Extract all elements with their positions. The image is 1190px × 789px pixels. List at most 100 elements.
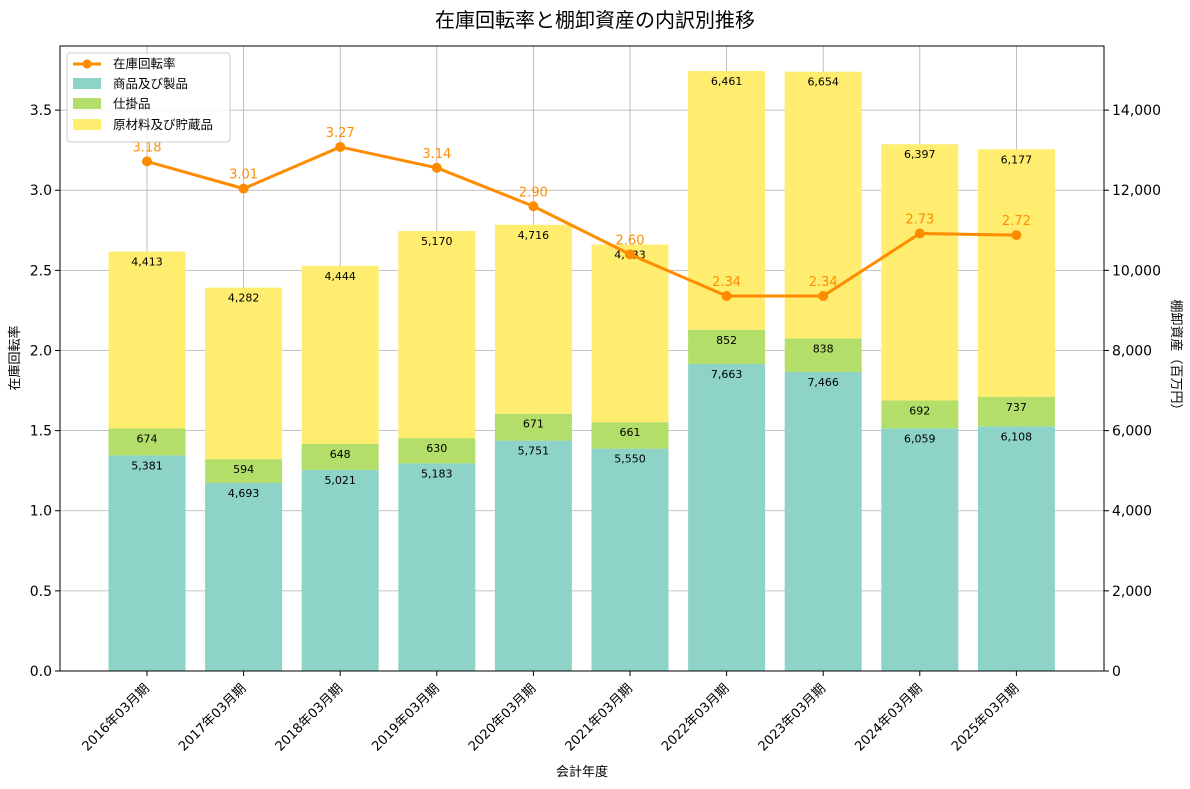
x-tick-label: 2016年03月期 bbox=[80, 681, 153, 754]
bar-value-label: 6,397 bbox=[904, 148, 936, 161]
bar-value-label: 674 bbox=[137, 432, 158, 445]
bar-segment bbox=[784, 371, 862, 671]
bar-value-label: 4,282 bbox=[228, 292, 260, 305]
bar-value-label: 4,716 bbox=[518, 229, 550, 242]
rate-point bbox=[1011, 230, 1022, 241]
legend-line-marker bbox=[82, 59, 92, 69]
rate-value-label: 2.34 bbox=[712, 275, 741, 290]
bar-value-label: 7,466 bbox=[807, 376, 839, 389]
rate-point bbox=[335, 141, 346, 152]
bar-value-label: 6,059 bbox=[904, 432, 936, 445]
bar-segment bbox=[494, 224, 572, 414]
bar-segment bbox=[108, 455, 186, 671]
right-tick-label: 6,000 bbox=[1112, 424, 1152, 440]
bar-value-label: 6,177 bbox=[1001, 153, 1033, 166]
bar-segment bbox=[398, 463, 476, 671]
plot-frame bbox=[59, 45, 1105, 672]
bar-segment bbox=[591, 448, 669, 671]
right-tick-label: 0 bbox=[1112, 664, 1121, 680]
rate-value-label: 3.18 bbox=[133, 140, 162, 155]
bar-segment bbox=[494, 440, 572, 671]
bar-value-label: 5,021 bbox=[324, 474, 356, 487]
bar-value-label: 838 bbox=[813, 342, 834, 355]
bar-segment bbox=[301, 265, 379, 444]
bar-value-label: 594 bbox=[233, 463, 254, 476]
bar-value-label: 630 bbox=[426, 442, 447, 455]
bar-segment bbox=[591, 244, 669, 423]
chart-title: 在庫回転率と棚卸資産の内訳別推移 bbox=[435, 8, 755, 32]
x-axis-label: 会計年度 bbox=[556, 764, 608, 780]
bar-value-label: 7,663 bbox=[711, 368, 743, 381]
bar-value-label: 671 bbox=[523, 418, 544, 431]
bar-segment bbox=[881, 428, 959, 671]
bar-segment bbox=[494, 413, 572, 441]
bar-labels: 5,381 674 4,413 4,693 594 4,282 5,021 648 4,444 5… bbox=[131, 75, 1032, 500]
rate-line-layer: 3.18 3.01 3.27 3.14 2.90 2.60 2.34 2.34 2.73 2.72 bbox=[133, 126, 1031, 301]
bar-segment bbox=[977, 396, 1055, 427]
bar-segment bbox=[301, 469, 379, 671]
x-tick-label: 2021年03月期 bbox=[563, 681, 636, 754]
bar-segment bbox=[784, 338, 862, 372]
x-tick-label: 2022年03月期 bbox=[659, 681, 732, 754]
rate-value-label: 2.72 bbox=[1002, 214, 1031, 229]
bar-segment bbox=[398, 438, 476, 464]
legend-frame bbox=[66, 52, 231, 143]
bar-segment bbox=[108, 428, 186, 456]
bar-value-label: 6,108 bbox=[1001, 430, 1033, 443]
x-tick-label: 2019年03月期 bbox=[369, 681, 442, 754]
bar-value-label: 661 bbox=[620, 426, 641, 439]
bar-segment bbox=[398, 230, 476, 439]
bar-value-label: 5,183 bbox=[421, 467, 453, 480]
bar-segment bbox=[591, 422, 669, 449]
rate-value-label: 2.34 bbox=[809, 275, 838, 290]
right-tick-label: 14,000 bbox=[1112, 103, 1161, 119]
rate-value-label: 3.27 bbox=[326, 126, 355, 141]
rate-value-label: 3.14 bbox=[422, 147, 451, 162]
right-axis: 0 2,000 4,000 6,000 8,000 10,000 12,000 14,000 bbox=[1104, 103, 1161, 680]
x-tick-label: 2020年03月期 bbox=[466, 681, 539, 754]
left-tick-label: 2.5 bbox=[30, 263, 52, 279]
bar-value-label: 692 bbox=[909, 405, 930, 418]
legend-label-products: 商品及び製品 bbox=[113, 76, 188, 91]
rate-value-label: 2.60 bbox=[616, 233, 645, 248]
legend-swatch-wip bbox=[73, 98, 101, 109]
legend-swatch-products bbox=[73, 78, 101, 89]
bar-segment bbox=[688, 329, 766, 364]
bar-segment bbox=[205, 287, 283, 460]
legend-swatch-materials bbox=[73, 119, 101, 130]
left-tick-label: 0.5 bbox=[30, 584, 52, 600]
right-tick-label: 10,000 bbox=[1112, 263, 1161, 279]
x-tick-label: 2024年03月期 bbox=[852, 681, 925, 754]
bar-segment bbox=[301, 443, 379, 470]
left-tick-label: 1.0 bbox=[30, 504, 52, 520]
rate-point bbox=[238, 183, 249, 194]
left-tick-label: 3.5 bbox=[30, 103, 52, 119]
rate-point bbox=[914, 228, 925, 239]
legend-label-materials: 原材料及び貯蔵品 bbox=[113, 117, 213, 132]
left-axis-label: 在庫回転率 bbox=[7, 325, 23, 390]
bar-segment bbox=[977, 149, 1055, 397]
right-tick-label: 12,000 bbox=[1112, 183, 1161, 199]
bar-value-label: 4,444 bbox=[324, 270, 356, 283]
rate-point bbox=[625, 249, 635, 260]
rate-point bbox=[142, 156, 152, 167]
bar-value-label: 648 bbox=[330, 448, 351, 461]
right-tick-label: 4,000 bbox=[1112, 504, 1152, 520]
legend: 在庫回転率 商品及び製品 仕掛品 原材料及び貯蔵品 bbox=[66, 52, 231, 143]
right-tick-label: 2,000 bbox=[1112, 584, 1152, 600]
rate-point bbox=[528, 201, 539, 212]
x-tick-label: 2018年03月期 bbox=[273, 681, 346, 754]
x-axis: 2016年03月期 2017年03月期 2018年03月期 2019年03月期 2020… bbox=[80, 671, 1022, 755]
rate-value-label: 2.73 bbox=[905, 213, 934, 228]
bar-segment bbox=[881, 144, 959, 401]
bar-segment bbox=[688, 363, 766, 671]
rate-value-label: 2.90 bbox=[519, 185, 548, 200]
bar-value-label: 5,751 bbox=[518, 445, 550, 458]
bar-segment bbox=[108, 251, 186, 429]
bar-segment bbox=[977, 426, 1055, 671]
left-tick-label: 2.0 bbox=[30, 343, 52, 359]
x-tick-label: 2025年03月期 bbox=[949, 681, 1022, 754]
left-tick-label: 1.5 bbox=[30, 424, 52, 440]
bar-value-label: 852 bbox=[716, 334, 737, 347]
bar-segment bbox=[688, 71, 766, 330]
